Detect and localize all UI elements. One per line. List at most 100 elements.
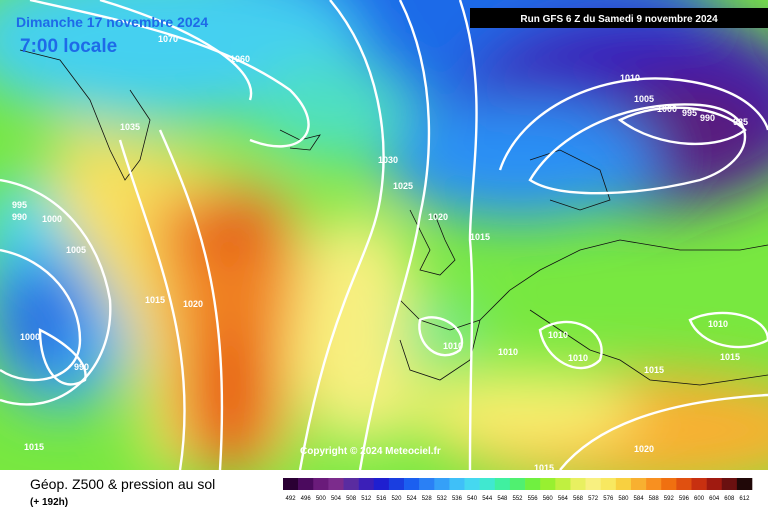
scale-swatch [661, 478, 677, 490]
scale-label: 540 [467, 496, 478, 502]
isobar-label: 1015 [470, 232, 490, 242]
scale-label: 576 [603, 496, 614, 502]
scale-swatch [343, 478, 359, 490]
scale-label: 580 [618, 496, 629, 502]
scale-swatch [525, 478, 541, 490]
scale-swatch [313, 478, 329, 490]
isobar-label: 1000 [42, 214, 62, 224]
scale-swatch [555, 478, 571, 490]
isobar-label: 1020 [183, 299, 203, 309]
scale-label: 592 [664, 496, 675, 502]
isobar-label: 1015 [720, 352, 740, 362]
scale-swatch [298, 478, 314, 490]
scale-label: 552 [512, 496, 523, 502]
isobar-label: 1010 [568, 353, 588, 363]
scale-swatch [283, 478, 299, 490]
scale-swatch [494, 478, 511, 490]
isobar-label: 1035 [120, 122, 140, 132]
copyright: Copyright © 2024 Meteociel.fr [300, 446, 441, 457]
scale-label: 512 [361, 496, 372, 502]
valid-time: 7:00 locale [20, 36, 117, 57]
product-title: Géop. Z500 & pression au sol [30, 476, 215, 492]
isobar-label: 1030 [378, 155, 398, 165]
scale-label: 520 [391, 496, 402, 502]
lead-time: (+ 192h) [30, 497, 68, 508]
scale-label: 560 [543, 496, 554, 502]
scale-swatch [721, 478, 738, 490]
scale-swatch [404, 478, 420, 490]
valid-date: Dimanche 17 novembre 2024 [16, 14, 208, 30]
isobar-label: 1005 [634, 94, 654, 104]
scale-label: 596 [679, 496, 690, 502]
scale-label: 508 [346, 496, 357, 502]
isobar-label: 990 [700, 113, 715, 123]
scale-swatch [540, 478, 556, 490]
scale-label: 500 [316, 496, 327, 502]
isobar-label: 1010 [548, 330, 568, 340]
scale-swatch [388, 478, 405, 490]
scale-swatch [570, 478, 586, 490]
scale-swatch [449, 478, 465, 490]
scale-swatch [328, 478, 344, 490]
isobar-label: 1000 [20, 332, 40, 342]
scale-swatch [358, 478, 375, 490]
scale-swatch [646, 478, 662, 490]
isobar-label: 1010 [498, 347, 518, 357]
scale-label: 536 [452, 496, 463, 502]
height-field [0, 0, 768, 470]
isobar-label: 1010 [708, 319, 728, 329]
scale-label: 612 [739, 496, 750, 502]
scale-swatch [585, 478, 602, 490]
scale-swatch [615, 478, 632, 490]
scale-swatch [691, 478, 707, 490]
scale-label: 584 [634, 496, 645, 502]
scale-label: 556 [528, 496, 539, 502]
scale-label: 568 [573, 496, 584, 502]
isobar-label: 1060 [230, 54, 250, 64]
scale-label: 544 [482, 496, 493, 502]
scale-swatch [630, 478, 647, 490]
scale-swatch [434, 478, 450, 490]
isobar-label: 1015 [24, 442, 44, 452]
isobar-label: 995 [682, 108, 697, 118]
scale-swatch [464, 478, 480, 490]
scale-label: 492 [286, 496, 297, 502]
scale-label: 532 [437, 496, 448, 502]
scale-swatch [509, 478, 526, 490]
coastlines [19, 49, 768, 386]
isobar-label: 1005 [66, 245, 86, 255]
isobar-label: 1025 [393, 181, 413, 191]
isobar-label: 990 [12, 212, 27, 222]
scale-label: 600 [694, 496, 705, 502]
scale-label: 572 [588, 496, 599, 502]
scale-swatch [479, 478, 496, 490]
scale-swatch [736, 478, 753, 490]
scale-label: 524 [407, 496, 418, 502]
scale-label: 608 [724, 496, 735, 502]
scale-label: 548 [497, 496, 508, 502]
scale-label: 516 [376, 496, 387, 502]
scale-swatch [419, 478, 435, 490]
isobar-label: 1000 [657, 104, 677, 114]
scale-label: 588 [649, 496, 660, 502]
scale-swatch [600, 478, 617, 490]
isobar-label: 1020 [428, 212, 448, 222]
scale-swatch [706, 478, 723, 490]
isobar-label: 1020 [634, 444, 654, 454]
run-box [470, 8, 768, 28]
scale-label: 564 [558, 496, 569, 502]
scale-label: 604 [709, 496, 720, 502]
scale-label: 528 [422, 496, 433, 502]
isobar-label: 1015 [644, 365, 664, 375]
isobar-label: 1015 [534, 463, 554, 473]
isobar-label: 1015 [145, 295, 165, 305]
isobar-label: 990 [74, 362, 89, 372]
run-info: Run GFS 6 Z du Samedi 9 novembre 2024 [520, 14, 718, 25]
scale-label: 504 [331, 496, 342, 502]
scale-label: 496 [301, 496, 312, 502]
scale-swatch [676, 478, 692, 490]
isobar-label: 1070 [158, 34, 178, 44]
isobar-label: 1010 [620, 73, 640, 83]
isobar-label: 995 [12, 200, 27, 210]
